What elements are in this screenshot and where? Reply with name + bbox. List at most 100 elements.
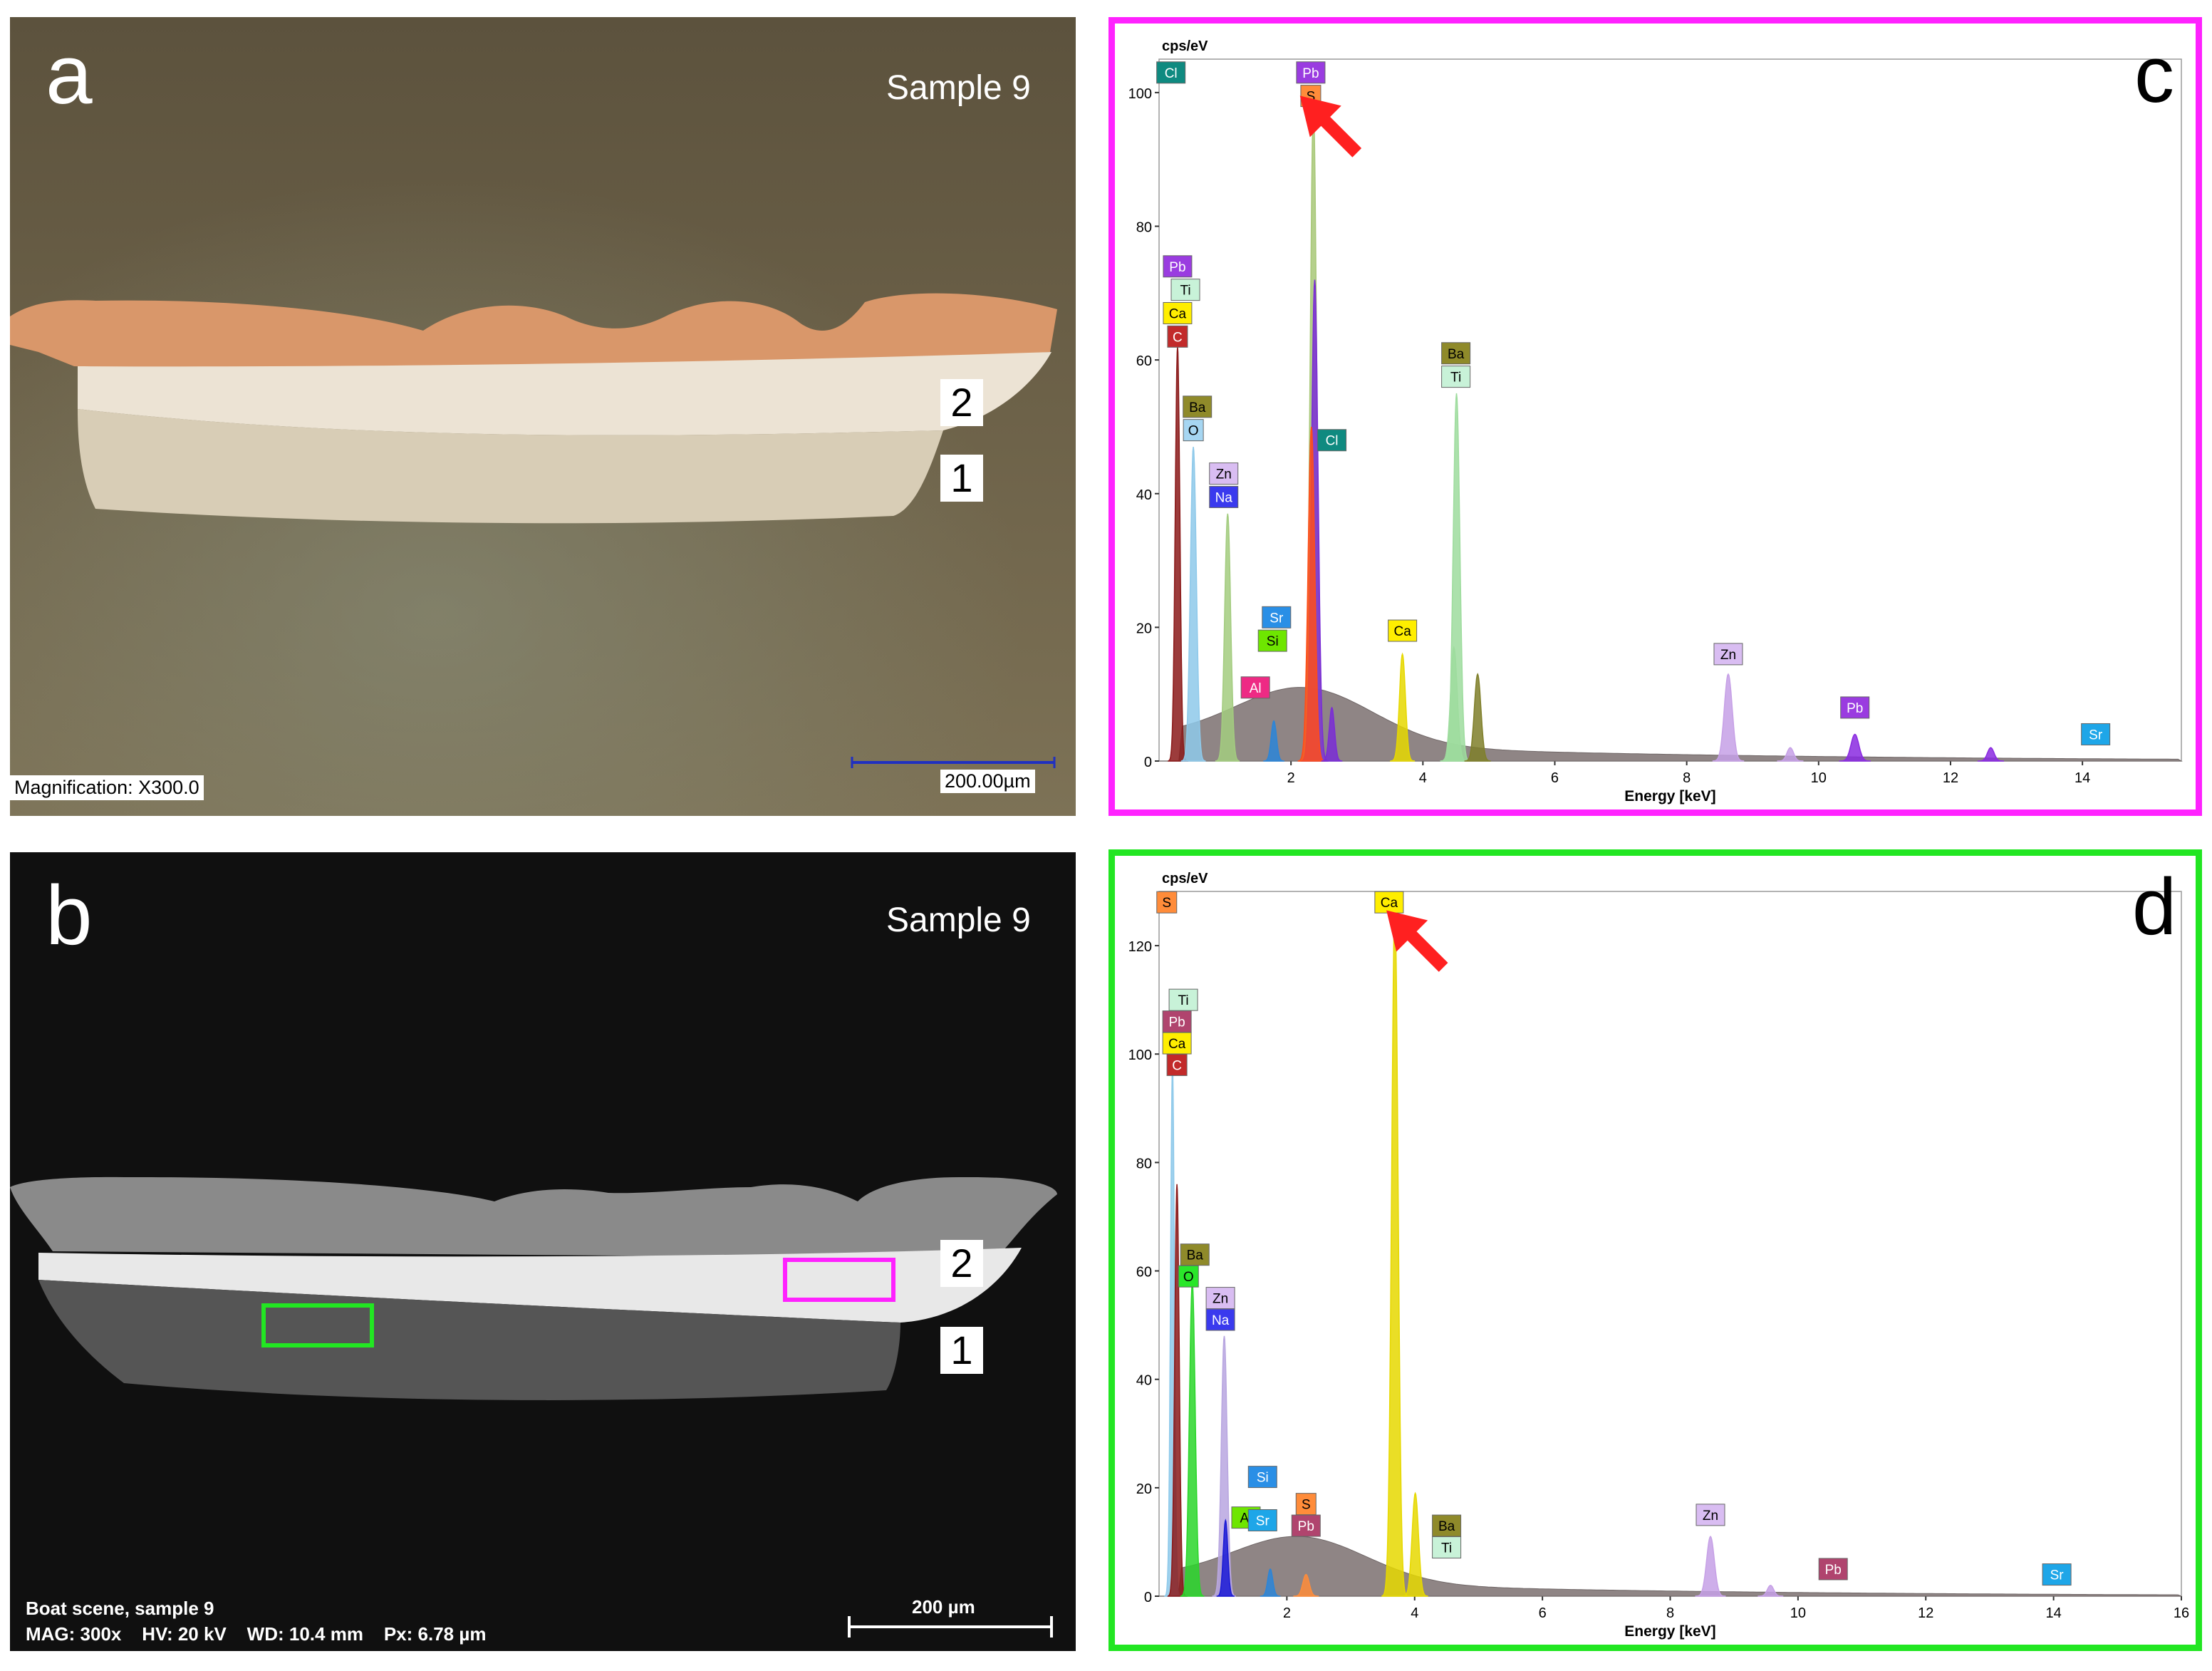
svg-text:Ba: Ba [1187,1248,1204,1263]
element-label: Ti [1441,366,1471,388]
scale-bar-label: 200.00µm [940,770,1035,793]
svg-text:Zn: Zn [1703,1509,1718,1523]
element-label: Ti [1432,1536,1462,1559]
svg-text:Ba: Ba [1448,347,1465,362]
y-tick-label: 0 [1144,1590,1152,1605]
spectrum-peak [1216,1519,1235,1597]
svg-text:Pb: Pb [1825,1563,1842,1578]
green-analysis-box [261,1303,374,1347]
x-tick-label: 4 [1419,770,1427,786]
spectrum-peak [1263,720,1284,762]
element-label: Ca [1163,301,1193,324]
white-paint-layer-2 [38,1248,1022,1323]
svg-text:Sr: Sr [2089,728,2103,743]
upper-layer-grey [10,1176,1057,1258]
background-continuum [1159,687,2183,762]
eds-spectrum-chart-d: 0 20 40 60 80 100 120 2 4 6 8 10 12 14 16 cps/eV Energy … [1128,862,2190,1640]
element-label: Ca [1374,891,1404,914]
svg-text:S: S [1162,896,1171,911]
svg-text:Pb: Pb [1298,1519,1314,1534]
element-label: Sr [1247,1509,1277,1531]
sem-caption-line2: MAG: 300x HV: 20 kV WD: 10.4 mm Px: 6.78… [26,1623,487,1645]
x-tick-label: 8 [1666,1605,1674,1621]
y-tick-label: 80 [1136,1156,1152,1171]
svg-text:Na: Na [1212,1313,1230,1328]
element-label: Ti [1168,988,1198,1011]
element-label: Pb [1818,1558,1848,1581]
spectrum-peak [1464,673,1491,762]
svg-text:Pb: Pb [1847,701,1863,716]
panel-c-eds-spectrum: 0 20 40 60 80 100 2 4 6 8 10 12 14 cps/eV Energy [keV]… [1108,17,2202,816]
y-tick-label: 40 [1136,1373,1152,1389]
svg-text:Ba: Ba [1438,1519,1455,1534]
orange-paint-layer [10,293,1057,369]
svg-text:Ba: Ba [1189,400,1206,415]
red-arrow [1386,910,1448,972]
svg-text:Ca: Ca [1169,306,1187,321]
y-tick-label: 60 [1136,1265,1152,1281]
panel-a-optical-micrograph: a Sample 9 2 1 Magnification: X300.0 200… [10,17,1076,816]
svg-text:S: S [1302,1498,1311,1513]
scale-bar [851,757,1056,768]
element-label: Si [1247,1466,1277,1489]
svg-text:Ti: Ti [1450,371,1461,386]
ground-layer-1 [38,1280,900,1400]
element-label: Sr [2042,1563,2072,1586]
element-label: Pb [1163,255,1193,278]
svg-text:Sr: Sr [2050,1568,2065,1583]
panel-d-eds-spectrum: 0 20 40 60 80 100 120 2 4 6 8 10 12 14 16 cps/eV Energy … [1108,849,2202,1651]
sem-cross-section-image [10,852,1076,1651]
sample-label: Sample 9 [886,69,1031,107]
element-label: Pb [1162,1010,1192,1033]
svg-text:C: C [1172,1058,1182,1073]
x-axis-label: Energy [keV] [1624,1623,1715,1640]
y-tick-label: 100 [1128,86,1152,102]
svg-text:O: O [1188,424,1199,439]
x-tick-label: 8 [1683,770,1691,786]
layer-number: 2 [940,379,983,426]
magenta-analysis-box [783,1258,895,1302]
element-label: Si [1257,629,1287,652]
y-tick-label: 20 [1136,621,1152,636]
element-label: C [1167,325,1188,348]
element-label: Zn [1205,1287,1235,1310]
svg-text:Ti: Ti [1441,1541,1452,1556]
x-tick-label: 14 [2075,770,2090,786]
spectrum-peak [1402,1491,1428,1597]
panel-letter: b [46,869,93,963]
spectrum-peak [1757,1585,1784,1597]
spectrum-peak [1212,1335,1236,1597]
element-label: S [1295,1493,1317,1516]
element-label: Ba [1432,1514,1462,1537]
x-tick-label: 2 [1283,1605,1291,1621]
white-paint-layer-2 [78,352,1052,435]
sample-label: Sample 9 [886,901,1031,939]
spectrum-peak [1695,1536,1726,1597]
plot-frame [1158,891,2182,1597]
svg-text:Pb: Pb [1168,1015,1185,1030]
spectrum-peak [1297,426,1326,762]
element-label: Na [1205,1308,1235,1331]
spectrum-peak [1977,747,2004,762]
element-label: Sr [1262,606,1292,628]
element-label: O [1178,1265,1199,1288]
spectrum-peak [1777,747,1804,762]
element-label: S [1156,891,1178,914]
svg-text:Zn: Zn [1213,1292,1228,1307]
element-label: Pb [1840,696,1870,719]
spectrum-peak [1180,1281,1205,1597]
y-axis-label: cps/eV [1162,38,1208,54]
y-tick-label: 0 [1144,755,1152,770]
svg-text:Sr: Sr [1269,611,1284,626]
optical-cross-section-image [10,17,1076,816]
x-tick-label: 4 [1411,1605,1418,1621]
x-tick-label: 12 [1943,770,1958,786]
spectrum-peak [1440,646,1468,762]
svg-text:Na: Na [1215,490,1233,505]
y-tick-label: 20 [1136,1481,1152,1497]
y-tick-label: 120 [1128,939,1152,955]
svg-text:Al: Al [1250,681,1262,696]
layer-number: 1 [940,455,983,502]
scale-bar-label: 200 µm [912,1596,975,1618]
svg-text:Ca: Ca [1168,1037,1186,1052]
